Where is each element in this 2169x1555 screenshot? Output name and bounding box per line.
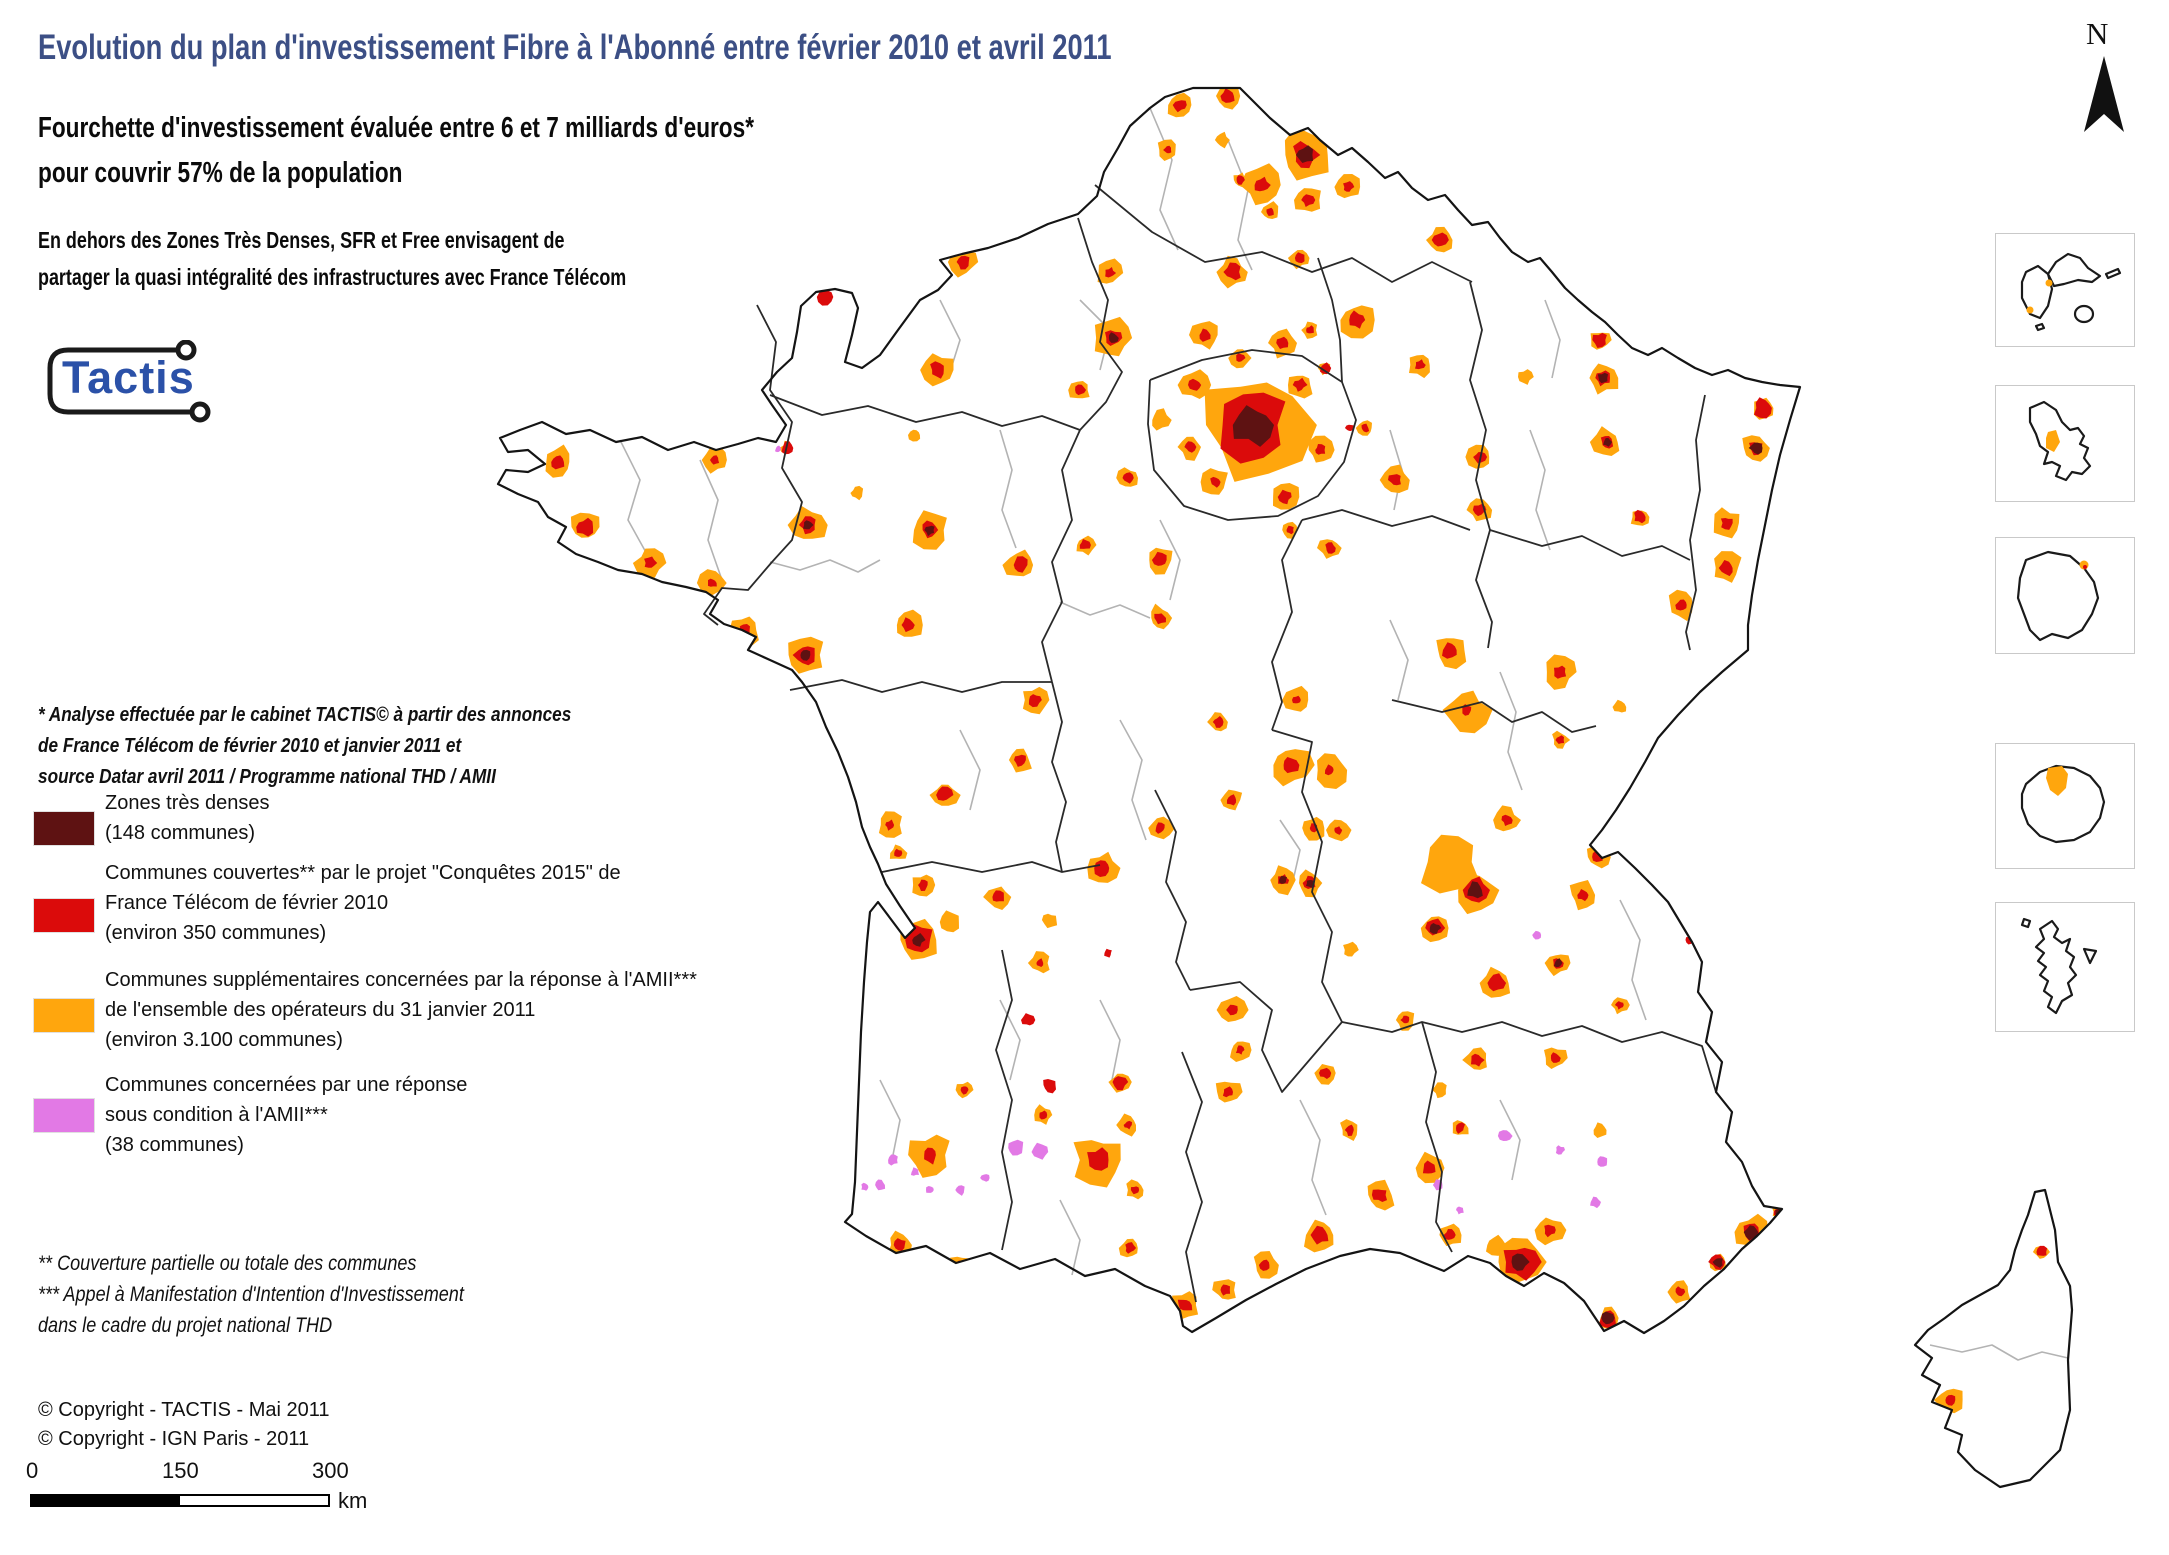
subtitle-line: Fourchette d'investissement évaluée entr… [38, 112, 755, 144]
legend-line: (148 communes) [105, 822, 256, 844]
legend-line: France Télécom de février 2010 [105, 892, 389, 914]
source-note-line: * Analyse effectuée par le cabinet TACTI… [38, 704, 572, 726]
copyright-line: © Copyright - TACTIS - Mai 2011 [38, 1399, 330, 1421]
legend-label: Zones très denses (148 communes) [105, 788, 270, 848]
scalebar-tick: 150 [162, 1458, 199, 1483]
source-note-line: de France Télécom de février 2010 et jan… [38, 735, 462, 757]
tactis-logo: Tactis [34, 339, 244, 426]
tactis-logo-wire [47, 339, 211, 423]
legend-swatch-conquetes [33, 898, 95, 933]
north-label: N [2086, 16, 2109, 51]
footnotes: ** Couverture partielle ou totale des co… [38, 1248, 533, 1341]
legend-line: Zones très denses [105, 792, 270, 814]
coastline [496, 86, 2074, 1489]
page-title: Evolution du plan d'investissement Fibre… [38, 28, 1112, 67]
legend-swatch-amii [33, 998, 95, 1033]
legend-line: Communes concernées par une réponse [105, 1074, 468, 1096]
footnote-line: ** Couverture partielle ou totale des co… [38, 1252, 417, 1275]
legend-swatch-dense [33, 811, 95, 846]
scalebar-filled-half [32, 1496, 180, 1505]
legend-label: Communes couvertes** par le projet "Conq… [105, 858, 621, 948]
intro-note-line: En dehors des Zones Très Denses, SFR et … [38, 227, 565, 253]
copyright-line: © Copyright - IGN Paris - 2011 [38, 1428, 310, 1450]
region-borders [703, 184, 1717, 1303]
analysis-source-note: * Analyse effectuée par le cabinet TACTI… [38, 700, 658, 793]
scalebar-unit: km [338, 1488, 368, 1513]
legend-line: Communes supplémentaires concernées par … [105, 969, 697, 991]
inset-guyane [1995, 537, 2135, 654]
subtitle: Fourchette d'investissement évaluée entr… [38, 106, 956, 196]
scalebar-empty-half [180, 1496, 328, 1505]
inset-mayotte [1995, 902, 2135, 1032]
subtitle-line: pour couvrir 57% de la population [38, 157, 403, 189]
inset-reunion [1995, 743, 2135, 869]
legend-line: (environ 3.100 communes) [105, 1029, 343, 1051]
legend-line: (38 communes) [105, 1134, 244, 1156]
scalebar [30, 1494, 330, 1507]
legend-line: sous condition à l'AMII*** [105, 1104, 328, 1126]
copyright: © Copyright - TACTIS - Mai 2011 © Copyri… [38, 1396, 330, 1454]
footnote-line: dans le cadre du projet national THD [38, 1314, 333, 1337]
legend-label: Communes supplémentaires concernées par … [105, 965, 697, 1055]
north-arrow-icon [2084, 56, 2124, 132]
legend-line: (environ 350 communes) [105, 922, 327, 944]
footnote-line: *** Appel à Manifestation d'Intention d'… [38, 1283, 464, 1306]
legend-label: Communes concernées par une réponse sous… [105, 1070, 467, 1160]
department-borders [619, 107, 2069, 1361]
tactis-logo-text: Tactis [62, 352, 195, 403]
intro-note: En dehors des Zones Très Denses, SFR et … [38, 222, 792, 296]
legend-line: de l'ensemble des opérateurs du 31 janvi… [105, 999, 536, 1021]
scalebar-tick: 300 [312, 1458, 349, 1483]
source-note-line: source Datar avril 2011 / Programme nati… [38, 766, 496, 788]
scalebar-tick: 0 [26, 1458, 39, 1483]
inset-martinique [1995, 385, 2135, 502]
legend-line: Communes couvertes** par le projet "Conq… [105, 862, 621, 884]
intro-note-line: partager la quasi intégralité des infras… [38, 264, 627, 290]
legend-swatch-conditional [33, 1098, 95, 1133]
inset-guadeloupe [1995, 233, 2135, 347]
